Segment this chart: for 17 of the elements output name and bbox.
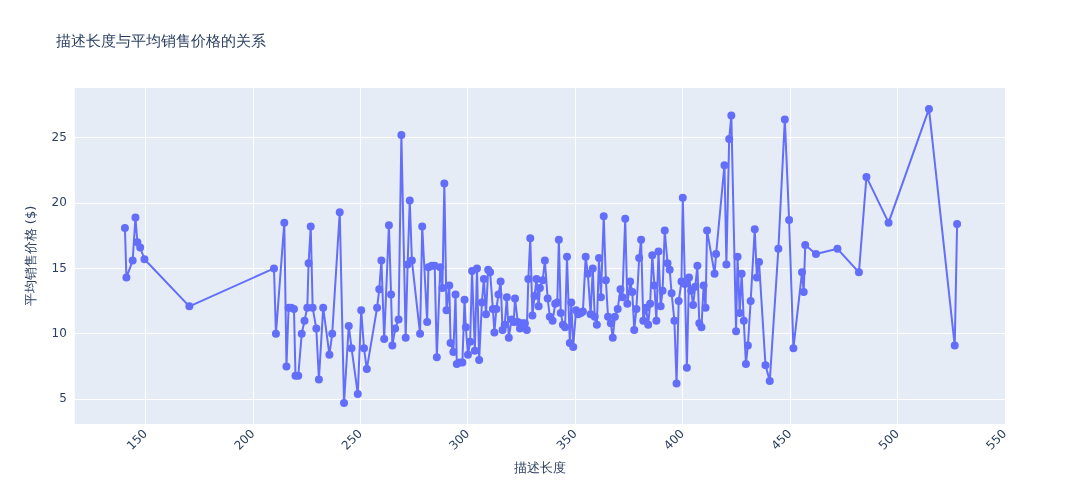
y-axis-title: 平均销售价格 ($): [23, 205, 39, 307]
x-axis-title: 描述长度: [513, 459, 566, 475]
x-tick-label: 200: [231, 426, 258, 453]
x-tick-label: 150: [123, 426, 151, 453]
x-tick-label: 450: [768, 426, 795, 453]
x-tick-label: 550: [983, 426, 1010, 453]
y-tick-label: 20: [51, 195, 67, 210]
x-tick-label: 300: [446, 426, 473, 453]
y-tick-label: 15: [51, 260, 67, 275]
x-tick-label: 350: [553, 426, 580, 453]
y-tick-label: 25: [51, 129, 67, 144]
chart-title: 描述长度与平均销售价格的关系: [56, 32, 266, 51]
x-tick-label: 400: [661, 426, 688, 453]
x-tick-label: 500: [875, 426, 902, 453]
y-tick-label: 5: [59, 391, 67, 406]
y-tick-label: 10: [51, 325, 67, 340]
x-tick-label: 250: [338, 426, 365, 453]
